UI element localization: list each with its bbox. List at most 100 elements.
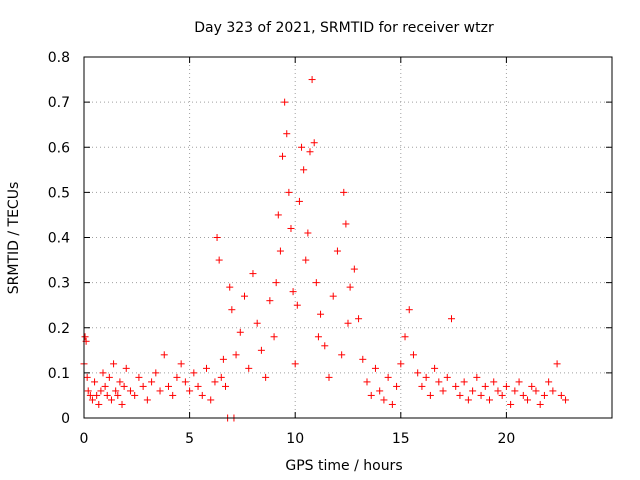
data-point	[101, 382, 109, 390]
data-point	[241, 292, 249, 300]
axis-ticks	[83, 56, 612, 419]
data-point	[302, 256, 310, 264]
x-tick-labels: 0 5 10 15 20	[80, 431, 516, 447]
data-point	[528, 382, 536, 390]
data-point	[148, 378, 156, 386]
data-point	[103, 391, 111, 399]
data-point	[456, 391, 464, 399]
data-point	[321, 342, 329, 350]
data-point	[300, 166, 308, 174]
data-point	[562, 396, 570, 404]
data-point	[363, 378, 371, 386]
data-point	[545, 378, 553, 386]
data-point	[88, 396, 96, 404]
data-point	[262, 373, 270, 381]
data-point	[473, 373, 481, 381]
data-point	[498, 391, 506, 399]
data-points	[80, 76, 570, 422]
y-tick-label: 0.1	[48, 366, 70, 382]
data-point	[344, 319, 352, 327]
data-point	[306, 148, 314, 156]
data-point	[126, 387, 134, 395]
data-point	[186, 387, 194, 395]
data-point	[532, 387, 540, 395]
data-point	[173, 373, 181, 381]
data-point	[139, 382, 147, 390]
data-point	[540, 391, 548, 399]
data-point	[112, 387, 120, 395]
data-point	[249, 270, 257, 278]
data-point	[93, 391, 101, 399]
data-point	[84, 387, 92, 395]
data-point	[325, 373, 333, 381]
data-point	[397, 360, 405, 368]
data-point	[95, 400, 103, 408]
data-point	[253, 319, 261, 327]
chart-title: Day 323 of 2021, SRMTID for receiver wtz…	[194, 20, 494, 36]
data-point	[376, 387, 384, 395]
data-point	[422, 373, 430, 381]
data-point	[338, 351, 346, 359]
data-point	[298, 143, 306, 151]
data-point	[276, 247, 284, 255]
data-point	[486, 396, 494, 404]
y-tick-labels: 0 0.1 0.2 0.3 0.4 0.5 0.6 0.7 0.8	[48, 50, 70, 427]
data-point	[217, 373, 225, 381]
data-point	[439, 387, 447, 395]
data-point	[469, 387, 477, 395]
data-point	[81, 333, 89, 341]
data-point	[198, 391, 206, 399]
data-point	[120, 382, 128, 390]
data-point	[340, 188, 348, 196]
data-point	[202, 364, 210, 372]
data-point	[312, 279, 320, 287]
y-tick-label: 0.3	[48, 276, 70, 292]
x-tick-label: 5	[185, 431, 194, 447]
y-tick-label: 0.5	[48, 185, 70, 201]
data-point	[557, 391, 565, 399]
data-point	[236, 328, 244, 336]
data-point	[190, 369, 198, 377]
data-point	[350, 265, 358, 273]
data-point	[266, 297, 274, 305]
data-point	[107, 396, 115, 404]
y-tick-label: 0.6	[48, 140, 70, 156]
data-point	[285, 188, 293, 196]
data-point	[287, 224, 295, 232]
y-tick-label: 0	[61, 411, 70, 427]
data-point	[405, 306, 413, 314]
data-point	[228, 306, 236, 314]
data-point	[477, 391, 485, 399]
data-point	[131, 391, 139, 399]
data-point	[116, 378, 124, 386]
data-point	[272, 279, 280, 287]
data-point	[293, 301, 301, 309]
data-point	[279, 152, 287, 160]
data-point	[304, 229, 312, 237]
data-point	[86, 391, 94, 399]
data-point	[317, 310, 325, 318]
y-tick-label: 0.4	[48, 231, 70, 247]
data-point	[226, 283, 234, 291]
data-point	[502, 382, 510, 390]
data-point	[426, 391, 434, 399]
data-point	[380, 396, 388, 404]
y-axis-label: SRMTID / TECUs	[6, 182, 22, 295]
data-point	[156, 387, 164, 395]
data-point	[388, 400, 396, 408]
data-point	[507, 400, 515, 408]
data-point	[213, 234, 221, 241]
data-point	[181, 378, 189, 386]
data-point	[342, 220, 350, 228]
data-point	[105, 373, 113, 381]
data-point	[169, 391, 177, 399]
data-point	[207, 396, 215, 404]
data-point	[274, 211, 282, 219]
x-axis-label: GPS time / hours	[285, 458, 402, 474]
data-point	[177, 360, 185, 368]
data-point	[83, 373, 91, 381]
data-point	[245, 364, 253, 372]
data-point	[215, 256, 223, 264]
x-tick-label: 20	[497, 431, 515, 447]
